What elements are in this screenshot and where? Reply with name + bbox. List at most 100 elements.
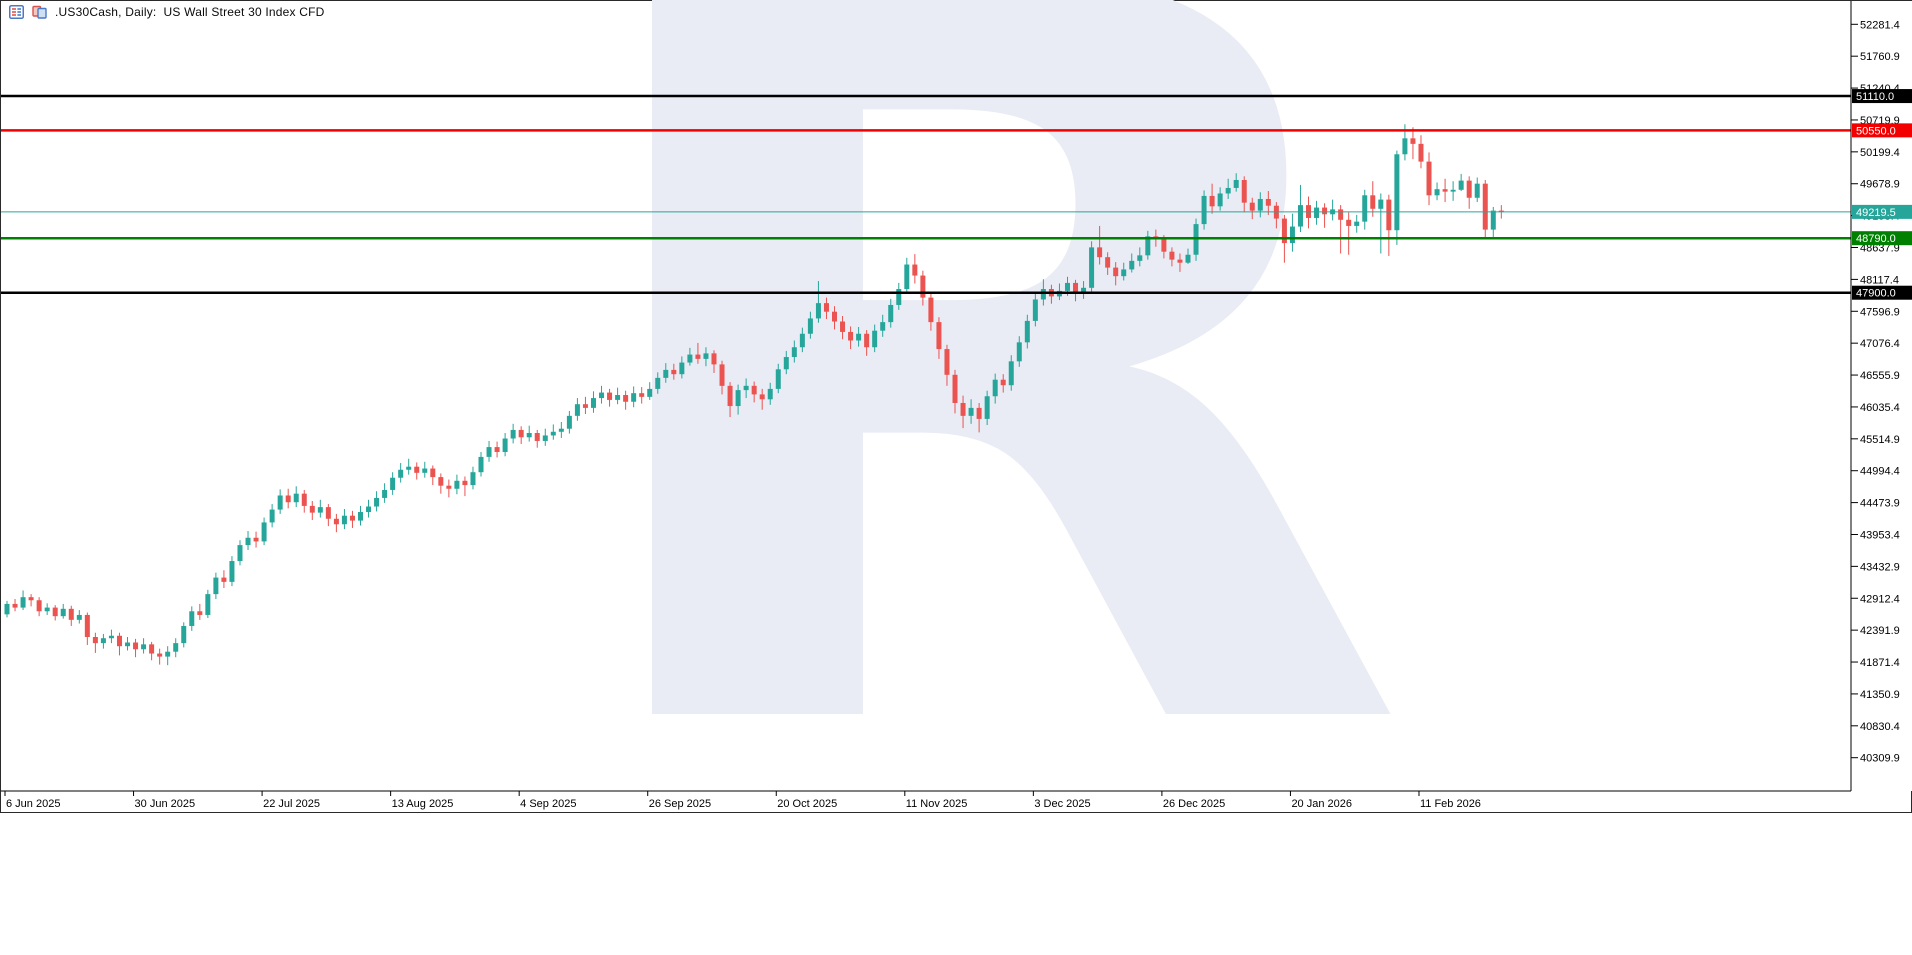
time-tick-label: 22 Jul 2025	[263, 798, 320, 810]
price-tick-label: 46555.9	[1860, 370, 1900, 382]
candle-body	[374, 497, 380, 507]
candle-body	[438, 477, 444, 486]
candle-body	[454, 480, 460, 489]
candle-body	[68, 608, 74, 620]
candle-body	[76, 614, 82, 620]
candle-body	[984, 396, 990, 419]
candle-body	[422, 468, 428, 473]
candle-body	[36, 600, 42, 612]
candle-body	[277, 495, 283, 510]
candle-body	[237, 545, 243, 562]
candle-body	[719, 364, 725, 386]
candle-body	[1394, 154, 1400, 231]
candle-body	[1241, 179, 1247, 203]
candle-body	[4, 603, 10, 615]
candle-body	[92, 636, 98, 644]
price-tick-label: 41350.9	[1860, 689, 1900, 701]
candle-body	[1000, 379, 1006, 386]
candle-body	[1113, 267, 1119, 277]
candle-body	[28, 597, 34, 601]
candle-body	[502, 438, 508, 452]
candlestick-chart[interactable]: 52281.451760.951240.450719.950199.449678…	[1, 1, 1912, 814]
candle-body	[1402, 138, 1408, 155]
candle-body	[245, 537, 251, 546]
candle-body	[1016, 342, 1022, 362]
candle-body	[864, 333, 870, 348]
price-tick-label: 49678.9	[1860, 179, 1900, 191]
candle-body	[20, 597, 26, 608]
candle-body	[607, 392, 613, 400]
candle-body	[663, 369, 669, 378]
candle-body	[149, 644, 155, 654]
candle-body	[133, 642, 139, 650]
time-tick-label: 20 Oct 2025	[777, 798, 837, 810]
time-tick-label: 30 Jun 2025	[135, 798, 196, 810]
price-tick-label: 50199.4	[1860, 147, 1900, 159]
candle-body	[253, 537, 259, 542]
candle-body	[1145, 236, 1151, 256]
candle-body	[349, 515, 355, 521]
candle-body	[880, 322, 886, 331]
candle-body	[52, 607, 58, 617]
candle-body	[1346, 219, 1352, 226]
candle-body	[1073, 282, 1079, 294]
candle-body	[357, 512, 363, 521]
candle-body	[486, 447, 492, 457]
candle-body	[470, 472, 476, 486]
time-tick-label: 11 Feb 2026	[1420, 798, 1481, 810]
candle-body	[1466, 180, 1472, 198]
price-tick-label: 48117.4	[1860, 274, 1899, 286]
candle-body	[116, 635, 122, 647]
candle-body	[1378, 199, 1384, 209]
candle-body	[1217, 193, 1223, 207]
candle-body	[1426, 161, 1432, 196]
candle-body	[398, 469, 404, 478]
candle-body	[558, 428, 564, 432]
candle-body	[213, 577, 219, 595]
candle-body	[221, 577, 227, 582]
candle-body	[1338, 209, 1344, 220]
candle-body	[534, 432, 540, 441]
level-badge-48790.0	[1852, 231, 1912, 246]
candle-body	[735, 390, 741, 407]
time-tick-label: 26 Sep 2025	[649, 798, 711, 810]
candle-body	[1434, 189, 1440, 196]
chart-window: { "header": { "title": ".US30Cash, Daily…	[0, 0, 1912, 871]
broker-watermark: R	[549, 0, 1413, 955]
candle-body	[205, 594, 211, 615]
candle-body	[1105, 257, 1111, 268]
candle-body	[599, 392, 605, 399]
candle-body	[1201, 195, 1207, 225]
candle-body	[944, 349, 950, 375]
candle-body	[1498, 210, 1504, 212]
candle-body	[1418, 143, 1424, 162]
candle-body	[317, 507, 323, 513]
candle-body	[1362, 195, 1368, 222]
candle-body	[1354, 221, 1360, 226]
candle-body	[325, 507, 331, 519]
candle-body	[125, 642, 131, 647]
candle-body	[671, 369, 677, 375]
candle-body	[872, 330, 878, 348]
candle-body	[1442, 189, 1448, 192]
candle-body	[791, 347, 797, 358]
chart-title: .US30Cash, Daily: US Wall Street 30 Inde…	[55, 5, 325, 19]
candle-body	[285, 495, 291, 503]
candle-body	[293, 493, 299, 503]
candle-body	[333, 518, 339, 525]
candle-body	[566, 415, 572, 429]
candle-body	[1040, 289, 1046, 300]
candle-body	[976, 407, 982, 419]
price-tick-label: 40830.4	[1860, 721, 1900, 733]
price-tick-label: 47076.4	[1860, 338, 1900, 350]
candle-body	[382, 489, 388, 498]
time-tick-label: 6 Jun 2025	[6, 798, 60, 810]
candle-body	[269, 509, 275, 523]
candle-body	[44, 607, 50, 612]
level-badge-label: 49219.5	[1856, 207, 1896, 219]
time-tick-label: 26 Dec 2025	[1163, 798, 1225, 810]
candle-body	[1474, 183, 1480, 198]
candle-body	[1032, 299, 1038, 321]
candle-body	[1482, 183, 1488, 230]
candle-body	[1314, 207, 1320, 218]
